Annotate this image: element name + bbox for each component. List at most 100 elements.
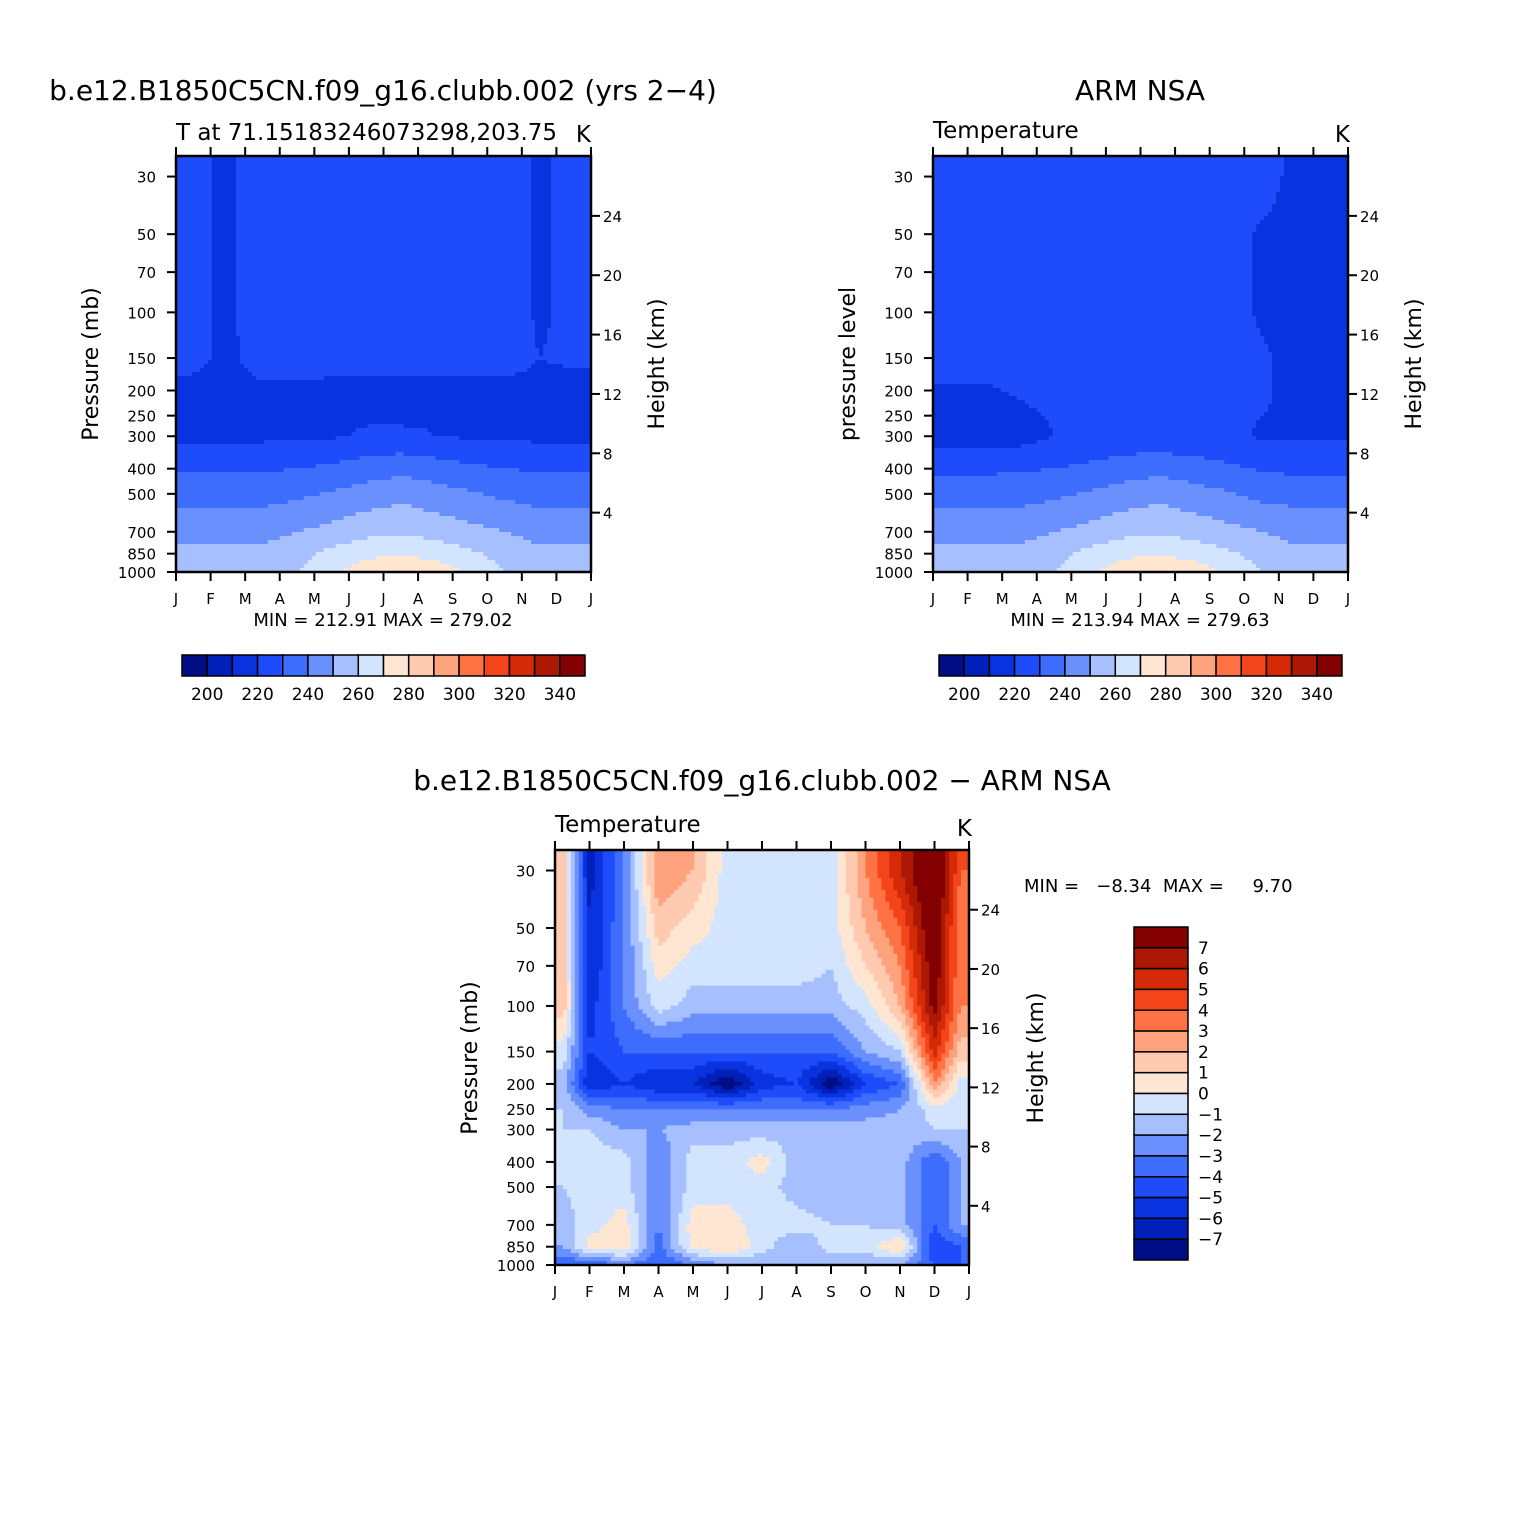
field-cell	[570, 957, 576, 963]
field-cell	[586, 985, 600, 991]
field-cell	[865, 1021, 886, 1027]
field-cell	[570, 945, 576, 951]
field-cell	[682, 1033, 835, 1039]
field-cell	[614, 905, 624, 911]
field-cell	[283, 468, 520, 473]
field-cell	[582, 905, 588, 911]
field-cell	[961, 877, 969, 883]
field-cell	[622, 1149, 648, 1154]
colorbar-swatch	[1133, 1009, 1189, 1032]
field-cell	[913, 1149, 954, 1154]
field-cell	[634, 985, 648, 991]
field-cell	[614, 917, 624, 923]
field-cell	[921, 1013, 930, 1019]
x-tick-label: F	[963, 590, 972, 608]
field-cell	[921, 1185, 950, 1190]
field-cell	[905, 1233, 914, 1238]
field-cell	[630, 1077, 699, 1083]
x-tick-label: O	[860, 1283, 872, 1301]
field-cell	[582, 993, 588, 999]
field-cell	[933, 448, 1348, 453]
field-cell	[574, 949, 580, 955]
field-cell	[933, 240, 1253, 245]
field-cell	[235, 172, 532, 177]
colorbar-swatch	[559, 654, 586, 677]
field-cell	[949, 850, 958, 855]
field-cell	[821, 1089, 839, 1095]
field-cell	[650, 993, 687, 999]
field-cell	[957, 1153, 969, 1158]
field-cell	[706, 873, 719, 879]
field-cell	[1272, 360, 1348, 365]
field-cell	[941, 1233, 962, 1238]
field-cell	[590, 889, 604, 895]
field-cell	[551, 320, 591, 325]
field-cell	[638, 1001, 652, 1007]
field-cell	[211, 300, 237, 305]
field-cell	[555, 1121, 564, 1126]
field-cell	[909, 1061, 918, 1067]
field-cell	[650, 901, 660, 907]
field-cell	[869, 881, 883, 887]
field-cell	[1272, 208, 1348, 213]
field-cell	[602, 945, 612, 951]
field-cell	[869, 877, 883, 883]
field-cell	[646, 1097, 763, 1102]
field-cell	[235, 220, 532, 225]
field-cell	[706, 1061, 747, 1067]
field-cell	[578, 1049, 584, 1055]
field-cell	[287, 500, 516, 505]
field-cell	[642, 865, 648, 871]
field-cell	[634, 993, 652, 999]
field-cell	[235, 244, 532, 249]
field-cell	[1252, 264, 1348, 269]
field-cell	[897, 1109, 926, 1114]
field-cell	[933, 416, 1046, 421]
field-cell	[235, 288, 532, 293]
field-cell	[917, 889, 946, 895]
field-cell	[614, 881, 624, 887]
x-tick-label: J	[930, 590, 935, 608]
field-cell	[817, 1241, 883, 1246]
field-cell	[957, 1065, 969, 1071]
field-cell	[682, 881, 703, 887]
field-cell	[535, 336, 548, 341]
field-cell	[551, 220, 591, 225]
field-cell	[933, 492, 1078, 497]
field-cell	[646, 933, 656, 939]
field-cell	[746, 1225, 871, 1230]
field-cell	[176, 352, 213, 357]
field-cell	[555, 1185, 564, 1190]
field-cell	[586, 901, 592, 907]
field-cell	[531, 160, 552, 165]
field-cell	[551, 228, 591, 233]
field-cell	[857, 1009, 879, 1015]
field-cell	[582, 869, 588, 875]
colorbar-swatch	[1265, 654, 1293, 677]
field-cell	[937, 1077, 946, 1083]
field-cell	[578, 1037, 584, 1043]
field-cell	[909, 1033, 918, 1039]
field-cell	[267, 504, 393, 509]
field-cell	[654, 1089, 715, 1095]
field-cell	[949, 1225, 969, 1230]
field-cell	[602, 1141, 648, 1146]
field-cell	[961, 1205, 969, 1210]
field-cell	[586, 913, 604, 919]
field-cell	[555, 1133, 596, 1138]
field-cell	[638, 1237, 648, 1242]
field-cell	[551, 216, 591, 221]
field-cell	[957, 933, 969, 939]
field-cell	[1264, 216, 1348, 221]
field-cell	[921, 1161, 950, 1166]
field-cell	[853, 1033, 879, 1039]
field-cell	[949, 1021, 958, 1027]
field-cell	[562, 1061, 572, 1067]
field-cell	[574, 941, 580, 947]
field-cell	[933, 216, 1265, 221]
field-cell	[411, 504, 532, 509]
field-cell	[547, 336, 591, 341]
field-cell	[630, 1245, 640, 1250]
field-cell	[598, 989, 612, 995]
field-cell	[610, 969, 624, 975]
